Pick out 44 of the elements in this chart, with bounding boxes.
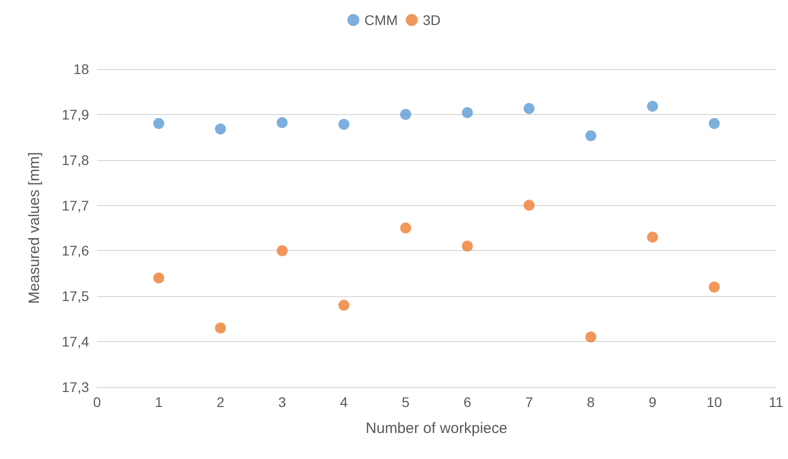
point bbox=[214, 123, 226, 134]
point bbox=[708, 282, 720, 293]
y-tick-label: 17,7 bbox=[62, 197, 90, 214]
x-tick-label: 3 bbox=[278, 394, 286, 410]
point bbox=[462, 107, 473, 118]
point bbox=[524, 200, 535, 211]
x-tick-label: 9 bbox=[648, 394, 657, 410]
point bbox=[153, 118, 164, 130]
x-tick-label: 8 bbox=[586, 394, 595, 410]
point bbox=[708, 118, 720, 130]
x-tick-label: 10 bbox=[706, 394, 722, 410]
point bbox=[153, 272, 164, 284]
point bbox=[462, 240, 473, 252]
point bbox=[647, 232, 658, 243]
x-tick-label: 4 bbox=[340, 394, 348, 410]
point bbox=[276, 117, 288, 128]
x-axis-title: Number of workpiece bbox=[366, 420, 508, 437]
y-tick-label: 17,8 bbox=[62, 152, 90, 168]
point bbox=[400, 222, 412, 234]
point bbox=[585, 332, 596, 343]
x-tick-label: 1 bbox=[154, 394, 163, 410]
point bbox=[338, 118, 350, 130]
x-tick-label: 7 bbox=[525, 394, 534, 410]
legend-label: 3D bbox=[422, 12, 441, 28]
point bbox=[585, 130, 596, 142]
point bbox=[647, 100, 658, 112]
x-tick-label: 11 bbox=[768, 394, 784, 410]
y-tick-label: 17,3 bbox=[62, 379, 90, 395]
x-tick-label: 2 bbox=[216, 394, 225, 410]
y-axis-title: Measured values [mm] bbox=[26, 152, 43, 304]
y-tick-label: 17,4 bbox=[62, 334, 90, 350]
x-tick-label: 0 bbox=[93, 394, 102, 410]
y-tick-label: 17,9 bbox=[62, 106, 90, 122]
x-tick-label: 5 bbox=[402, 394, 410, 410]
point bbox=[524, 103, 535, 114]
y-tick-label: 17,5 bbox=[62, 288, 90, 304]
point bbox=[400, 108, 412, 120]
legend-label: CMM bbox=[364, 12, 398, 28]
point bbox=[276, 245, 288, 256]
y-tick-label: 17,6 bbox=[62, 242, 90, 259]
y-tick-label: 18 bbox=[73, 61, 90, 77]
x-tick-label: 6 bbox=[463, 394, 472, 410]
point bbox=[338, 300, 350, 311]
point bbox=[214, 322, 226, 334]
